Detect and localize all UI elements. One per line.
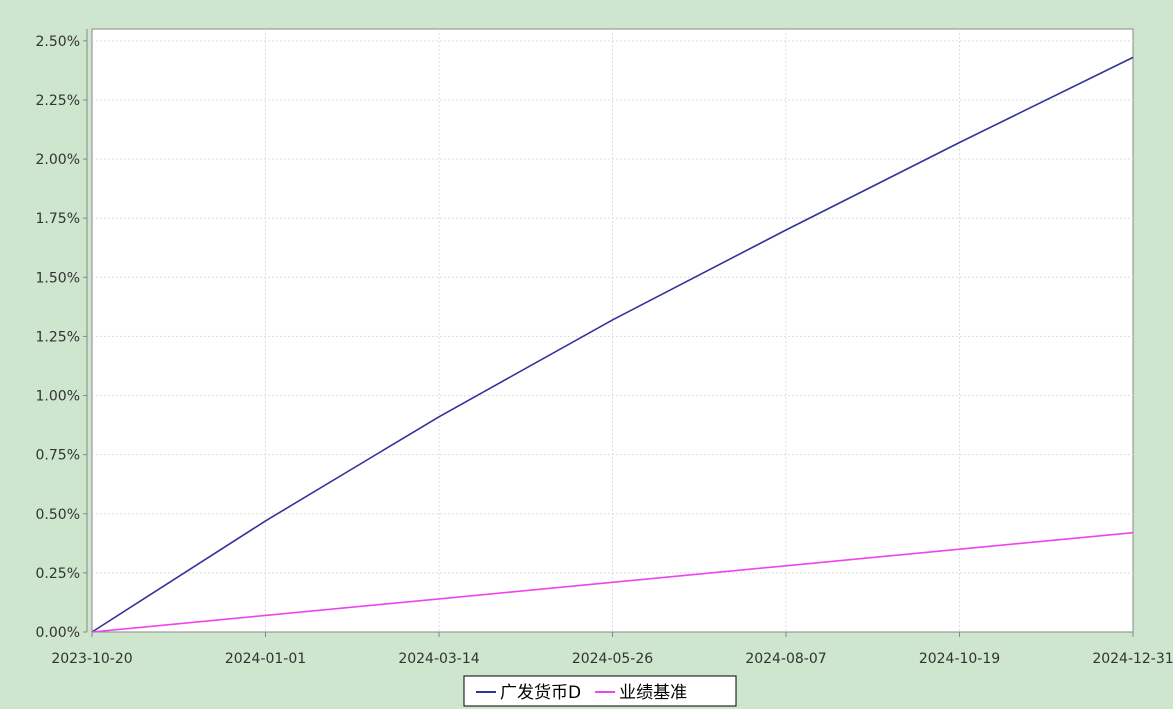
x-tick-labels: 2023-10-20 2024-01-01 2024-03-14 2024-05-26… [51,651,1173,667]
x-tick-label: 2024-12-31 [1092,651,1173,667]
y-tick-label: 0.75% [36,448,80,464]
legend: 广发货币D 业绩基准 [463,675,737,707]
y-tick-label: 2.00% [36,152,80,168]
x-tick-label: 2024-08-07 [745,651,826,667]
legend-label: 广发货币D [500,683,581,703]
series-line [91,56,1134,633]
y-tick-label: 1.25% [36,329,80,345]
grid-lines [92,29,1133,632]
series-lines [91,56,1134,633]
legend-label: 业绩基准 [619,683,687,703]
y-tick-label: 1.75% [36,211,80,227]
x-tick-label: 2024-01-01 [225,651,306,667]
y-tick-label: 0.25% [36,566,80,582]
y-tick-label: 2.25% [36,93,80,109]
x-tick-label: 2024-10-19 [919,651,1000,667]
series-line [91,531,1134,633]
y-tick-label: 0.50% [36,507,80,523]
x-tick-label: 2024-03-14 [398,651,479,667]
y-tick-label: 1.50% [36,270,80,286]
y-tick-labels: 0.00% 0.25% 0.50% 0.75% 1.00% 1.25% 1.50% 1.75%… [36,34,80,641]
y-tick-label: 1.00% [36,389,80,405]
y-tick-label: 0.00% [36,625,80,641]
x-tick-label: 2024-05-26 [572,651,653,667]
x-tick-label: 2023-10-20 [51,651,132,667]
y-tick-label: 2.50% [36,34,80,50]
axes [83,29,1134,637]
